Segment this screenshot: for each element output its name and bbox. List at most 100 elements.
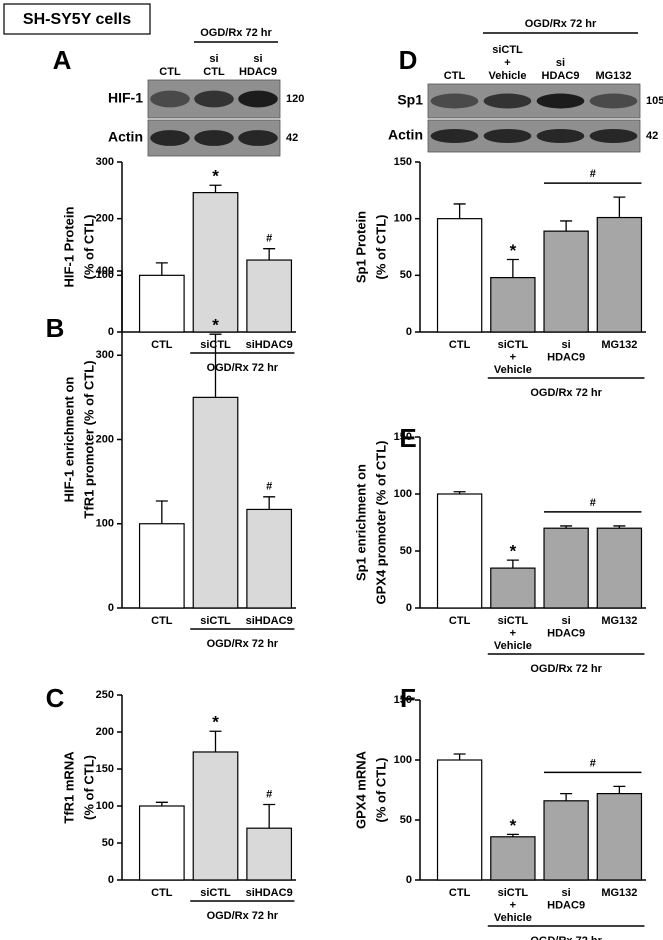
y-tick-label: 0 <box>406 326 412 338</box>
x-tick-label: CTL <box>151 887 173 899</box>
x-tick-label: siHDAC9 <box>246 339 293 351</box>
error-bar <box>155 262 168 276</box>
error-bar <box>263 803 276 829</box>
y-axis-label: GPX4 mRNA <box>353 750 368 829</box>
blot-band <box>536 93 585 109</box>
blot-row-label: HIF-1 <box>108 90 143 106</box>
blot-band <box>194 90 234 108</box>
significance-mark: * <box>212 713 219 732</box>
blot-band <box>536 128 585 144</box>
y-axis-label: Sp1 enrichment on <box>353 464 368 581</box>
error-bar <box>209 333 222 398</box>
group-label: OGD/Rx 72 hr <box>207 638 279 650</box>
bracket-label: # <box>590 168 596 180</box>
y-tick-label: 0 <box>406 602 412 614</box>
blot-band <box>150 130 190 146</box>
bar <box>543 527 589 609</box>
blot-band <box>194 130 234 146</box>
group-label: OGD/Rx 72 hr <box>530 387 602 399</box>
lane-label: CTL <box>159 66 181 78</box>
significance-mark: * <box>510 816 517 835</box>
y-tick-label: 250 <box>96 689 114 701</box>
panel-letter: C <box>46 683 65 713</box>
y-tick-label: 200 <box>96 433 114 445</box>
significance-mark: # <box>266 233 272 245</box>
blot-band <box>150 90 190 108</box>
bracket-label: # <box>590 497 596 509</box>
bar <box>246 827 293 881</box>
y-tick-label: 200 <box>96 726 114 738</box>
lane-label: + <box>504 57 510 69</box>
error-bar <box>506 559 519 569</box>
significance-mark: * <box>510 542 517 561</box>
lane-label: si <box>556 57 565 69</box>
blot-band <box>483 128 532 144</box>
x-tick-label: HDAC9 <box>547 899 585 911</box>
y-tick-label: 50 <box>102 837 114 849</box>
y-tick-label: 100 <box>96 518 114 530</box>
header: SH-SY5Y cells <box>23 11 131 28</box>
x-tick-label: siCTL <box>498 615 529 627</box>
bar <box>138 274 185 333</box>
y-axis-label: Sp1 Protein <box>353 211 368 283</box>
x-tick-label: + <box>510 627 516 639</box>
x-tick-label: siCTL <box>200 615 231 627</box>
error-bar <box>155 801 168 806</box>
error-bar <box>613 196 626 218</box>
x-tick-label: MG132 <box>601 887 637 899</box>
x-tick-label: CTL <box>151 339 173 351</box>
error-bar <box>453 753 466 760</box>
blot-band <box>589 128 638 144</box>
blot-band <box>483 93 532 109</box>
lane-label: CTL <box>203 66 225 78</box>
significance-mark: * <box>510 241 517 260</box>
lane-label: siCTL <box>492 44 523 56</box>
x-tick-label: CTL <box>151 615 173 627</box>
lane-label: si <box>253 53 262 65</box>
panel-letter: F <box>400 683 416 713</box>
x-tick-label: HDAC9 <box>547 351 585 363</box>
bar <box>490 277 536 333</box>
y-tick-label: 150 <box>394 431 412 443</box>
y-tick-label: 150 <box>394 156 412 168</box>
y-tick-label: 300 <box>96 156 114 168</box>
bar <box>436 218 483 333</box>
x-tick-label: si <box>562 887 571 899</box>
y-axis-label: TfR1 promoter (% of CTL) <box>81 360 96 518</box>
x-tick-label: MG132 <box>601 615 637 627</box>
bar <box>138 805 185 881</box>
lane-label: si <box>209 53 218 65</box>
header-box <box>3 3 151 35</box>
error-bar <box>560 792 573 801</box>
y-tick-label: 100 <box>394 488 412 500</box>
error-bar <box>453 491 466 494</box>
blot-band <box>430 128 479 144</box>
bar <box>490 836 536 881</box>
y-tick-label: 400 <box>96 265 114 277</box>
bar <box>246 508 293 609</box>
lane-label: HDAC9 <box>542 70 580 82</box>
group-label: OGD/Rx 72 hr <box>530 663 602 675</box>
panel-letter: B <box>46 313 65 343</box>
error-bar <box>560 220 573 232</box>
x-tick-label: CTL <box>449 339 471 351</box>
x-tick-label: siCTL <box>498 339 529 351</box>
x-tick-label: Vehicle <box>494 912 532 924</box>
significance-mark: * <box>212 167 219 186</box>
bar <box>543 230 589 333</box>
y-tick-label: 0 <box>108 874 114 886</box>
y-axis-label: (% of CTL) <box>373 215 388 280</box>
y-tick-label: 50 <box>400 814 412 826</box>
blot-row-label: Actin <box>108 129 143 145</box>
y-tick-label: 100 <box>96 269 114 281</box>
bar <box>192 396 239 609</box>
lane-label: HDAC9 <box>239 66 277 78</box>
y-axis-label: (% of CTL) <box>373 758 388 823</box>
bar <box>596 792 643 881</box>
panel-letter: D <box>399 45 418 75</box>
error-bar <box>613 525 626 529</box>
bar <box>246 259 293 333</box>
error-bar <box>263 248 276 261</box>
lane-label: CTL <box>444 70 466 82</box>
